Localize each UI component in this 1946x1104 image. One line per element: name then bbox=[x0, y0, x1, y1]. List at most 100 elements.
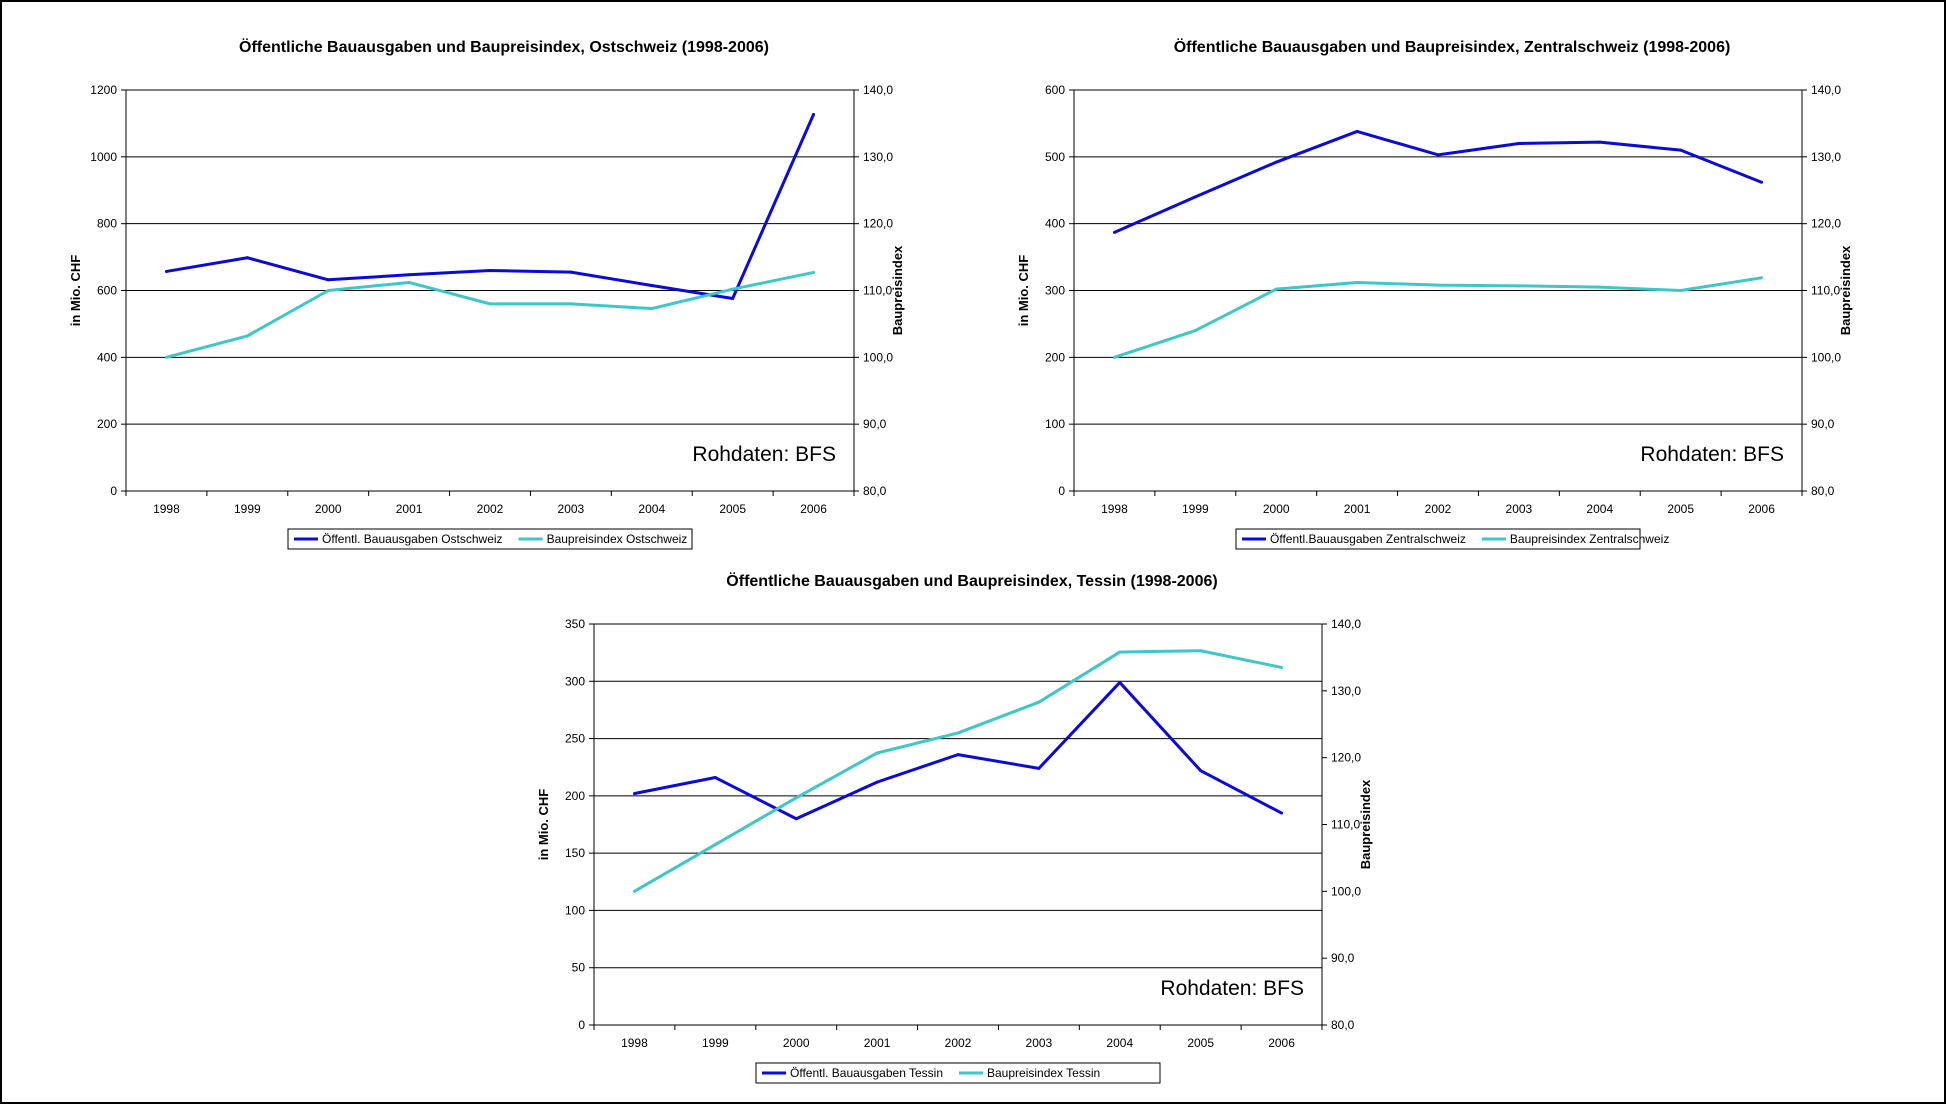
x-tick-label: 2004 bbox=[638, 502, 665, 516]
y-tick-label: 400 bbox=[97, 350, 117, 364]
y2-tick-label: 80,0 bbox=[863, 484, 887, 498]
data-point bbox=[875, 751, 879, 755]
data-point bbox=[488, 268, 492, 272]
legend-box bbox=[1235, 528, 1641, 550]
y-tick-label: 200 bbox=[565, 789, 585, 803]
y-axis-title: in Mio. CHF bbox=[68, 255, 83, 327]
legend: Öffentl. Bauausgaben Tessin Baupreisindex… bbox=[755, 1062, 1161, 1084]
y2-tick-label: 90,0 bbox=[1331, 951, 1355, 965]
series-line-bauausgaben bbox=[634, 680, 1283, 821]
x-tick-label: 1998 bbox=[621, 1036, 648, 1050]
data-point bbox=[956, 753, 960, 757]
data-point bbox=[1118, 650, 1122, 654]
y2-axis-title: Baupreisindex bbox=[1358, 779, 1373, 869]
y-tick-label: 200 bbox=[1045, 350, 1065, 364]
data-point bbox=[1355, 280, 1359, 284]
y-tick-label: 200 bbox=[97, 417, 117, 431]
y2-tick-label: 110,0 bbox=[1331, 818, 1360, 832]
y2-tick-label: 120,0 bbox=[863, 217, 893, 231]
x-tick-label: 1999 bbox=[234, 502, 261, 516]
series-line-bauausgaben bbox=[1113, 129, 1763, 234]
data-point bbox=[1598, 140, 1602, 144]
legend-label: Baupreisindex Ostschweiz bbox=[547, 532, 688, 546]
y-tick-label: 0 bbox=[110, 484, 117, 498]
series-line-baupreisindex bbox=[1113, 276, 1762, 359]
y-tick-label: 600 bbox=[1045, 83, 1065, 97]
x-tick-label: 1998 bbox=[153, 502, 180, 516]
legend-box bbox=[755, 1062, 1161, 1084]
y-axis-title: in Mio. CHF bbox=[536, 789, 551, 861]
x-tick-label: 2005 bbox=[1187, 1036, 1214, 1050]
y2-tick-label: 110,0 bbox=[863, 284, 892, 298]
y-tick-label: 150 bbox=[565, 846, 585, 860]
chart-svg: Öffentliche Bauausgaben und Baupreisinde… bbox=[1016, 37, 1853, 550]
y2-tick-label: 120,0 bbox=[1331, 751, 1361, 765]
y-tick-label: 600 bbox=[97, 284, 117, 298]
data-point bbox=[569, 270, 573, 274]
data-point bbox=[1280, 665, 1284, 669]
series-line-baupreisindex bbox=[166, 270, 814, 359]
source-note: Rohdaten: BFS bbox=[692, 443, 836, 466]
data-point bbox=[407, 280, 411, 284]
data-point bbox=[488, 302, 492, 306]
y2-axis-title: Baupreisindex bbox=[1838, 245, 1853, 335]
data-point bbox=[1274, 287, 1278, 291]
data-point bbox=[632, 889, 636, 893]
x-tick-label: 2002 bbox=[1425, 502, 1452, 516]
y2-tick-label: 130,0 bbox=[1811, 150, 1841, 164]
x-tick-label: 2006 bbox=[1268, 1036, 1295, 1050]
x-tick-label: 2000 bbox=[783, 1036, 810, 1050]
y2-tick-label: 100,0 bbox=[863, 350, 893, 364]
y-tick-label: 1000 bbox=[90, 150, 117, 164]
data-point bbox=[1199, 649, 1203, 653]
y-axis-title: in Mio. CHF bbox=[1016, 255, 1031, 327]
data-point bbox=[812, 270, 816, 274]
y2-tick-label: 80,0 bbox=[1331, 1018, 1355, 1032]
y2-tick-label: 90,0 bbox=[863, 417, 887, 431]
y-tick-label: 1200 bbox=[90, 83, 117, 97]
legend-label: Baupreisindex Tessin bbox=[987, 1066, 1100, 1080]
data-point bbox=[245, 334, 249, 338]
y-tick-label: 0 bbox=[578, 1018, 585, 1032]
legend: Öffentl.Bauausgaben Zentralschweiz Baupre… bbox=[1235, 528, 1669, 550]
x-tick-label: 2002 bbox=[945, 1036, 972, 1050]
x-tick-label: 2003 bbox=[1026, 1036, 1053, 1050]
y2-tick-label: 100,0 bbox=[1811, 350, 1841, 364]
y-tick-label: 400 bbox=[1045, 217, 1065, 231]
data-point bbox=[326, 289, 330, 292]
series-line-baupreisindex bbox=[633, 649, 1282, 893]
data-point bbox=[1280, 811, 1284, 815]
x-tick-label: 1999 bbox=[1182, 502, 1209, 516]
y2-tick-label: 80,0 bbox=[1811, 484, 1835, 498]
y2-tick-label: 140,0 bbox=[863, 83, 893, 97]
data-point bbox=[1355, 129, 1359, 133]
y-tick-label: 250 bbox=[565, 732, 585, 746]
data-point bbox=[713, 843, 717, 847]
y-tick-label: 100 bbox=[1045, 417, 1065, 431]
y-tick-label: 100 bbox=[565, 903, 585, 917]
chart-title: Öffentliche Bauausgaben und Baupreisinde… bbox=[239, 37, 769, 56]
x-tick-label: 2005 bbox=[1667, 502, 1694, 516]
data-point bbox=[1193, 329, 1197, 333]
data-point bbox=[713, 776, 717, 780]
x-tick-label: 2002 bbox=[477, 502, 504, 516]
x-tick-label: 2003 bbox=[1506, 502, 1533, 516]
y2-tick-label: 130,0 bbox=[863, 150, 893, 164]
data-point bbox=[1193, 195, 1197, 199]
legend-label: Öffentl. Bauausgaben Tessin bbox=[790, 1066, 943, 1080]
chart-title: Öffentliche Bauausgaben und Baupreisinde… bbox=[1174, 37, 1731, 56]
y2-tick-label: 140,0 bbox=[1331, 617, 1361, 631]
data-point bbox=[164, 355, 168, 359]
x-tick-label: 2005 bbox=[719, 502, 746, 516]
data-point bbox=[632, 792, 636, 796]
y2-tick-label: 100,0 bbox=[1331, 884, 1361, 898]
data-point bbox=[1679, 148, 1683, 152]
x-tick-label: 2004 bbox=[1106, 1036, 1133, 1050]
legend: Öffentl. Bauausgaben Ostschweiz Baupreisi… bbox=[287, 528, 693, 550]
data-point bbox=[650, 307, 654, 311]
y-tick-label: 350 bbox=[565, 617, 585, 631]
data-point bbox=[569, 302, 573, 306]
legend-label: Öffentl. Bauausgaben Ostschweiz bbox=[322, 532, 503, 546]
data-point bbox=[1037, 700, 1041, 704]
y2-tick-label: 130,0 bbox=[1331, 684, 1361, 698]
